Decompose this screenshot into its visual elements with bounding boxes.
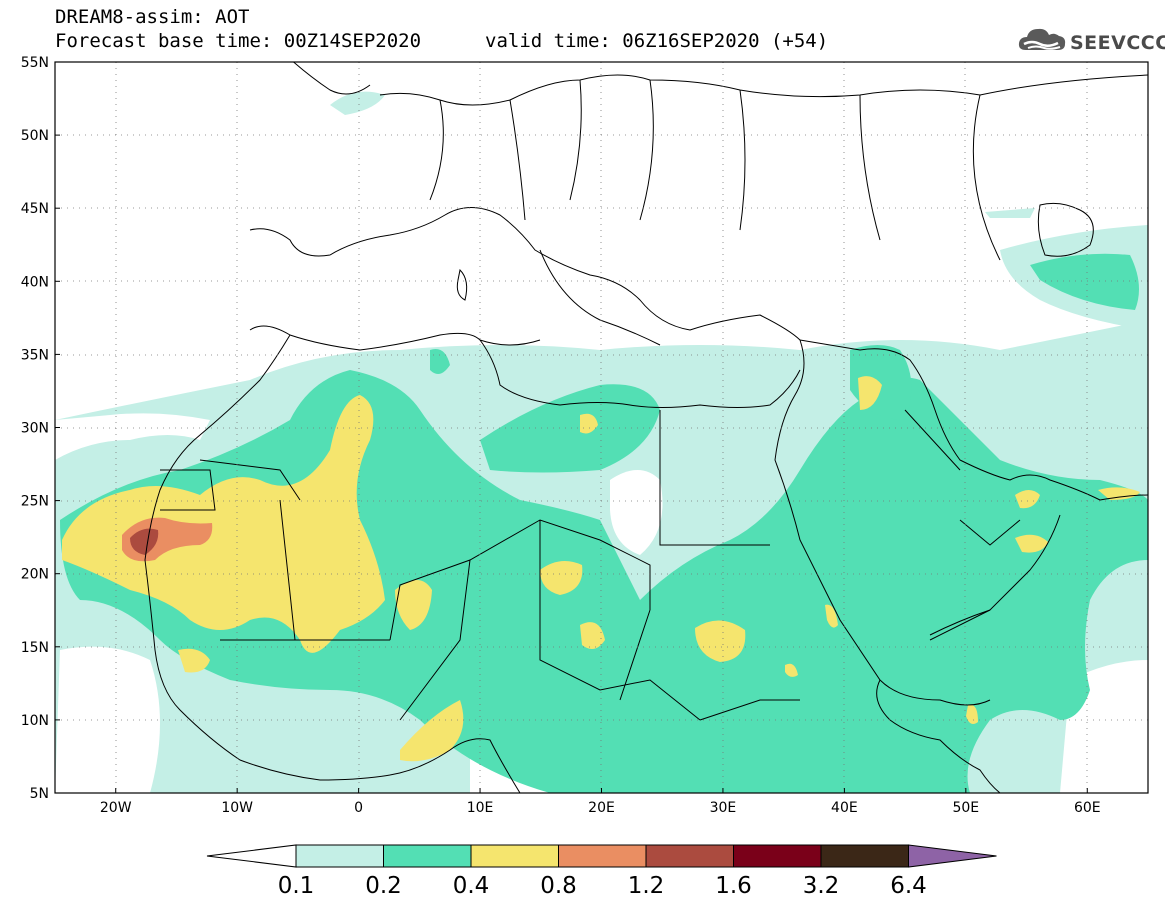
lat-tick-label: 30N — [21, 421, 49, 437]
colorbar-box — [733, 844, 822, 868]
coastlines-borders — [144, 62, 1148, 793]
lat-tick-label: 25N — [21, 494, 49, 510]
lat-tick-label: 50N — [21, 128, 49, 144]
colorbar-label: 3.2 — [803, 873, 840, 899]
lat-tick-label: 55N — [21, 55, 49, 71]
seevccc-logo: SEEVCCC — [1018, 24, 1165, 58]
cloud-icon — [1018, 28, 1066, 50]
colorbar-box — [820, 844, 909, 868]
colorbar-label: 1.2 — [628, 873, 665, 899]
map-title: DREAM8-assim: AOT — [55, 6, 250, 28]
forecast-base-time: Forecast base time: 00Z14SEP2020 — [55, 30, 422, 52]
colorbar-label: 1.6 — [715, 873, 752, 899]
latitude-ticks: 5N 10N 15N 20N 25N 30N 35N 40N 45N 50N 55N — [21, 55, 60, 802]
colorbar-label: 6.4 — [890, 873, 927, 899]
lon-tick-label: 60E — [1074, 800, 1101, 816]
colorbar-label: 0.2 — [365, 873, 402, 899]
lat-tick-label: 45N — [21, 201, 49, 217]
aot-band-1.2 — [130, 528, 159, 555]
colorbar-box — [295, 844, 384, 868]
colorbar-box — [645, 844, 734, 868]
lat-tick-label: 5N — [30, 786, 49, 802]
colorbar-box — [383, 844, 472, 868]
colorbar-box — [558, 844, 647, 868]
valid-time: valid time: 06Z16SEP2020 (+54) — [485, 30, 829, 52]
lon-tick-label: 10E — [467, 800, 494, 816]
longitude-ticks: 20W 10W 0 10E 20E 30E 40E 50E 60E — [100, 788, 1101, 816]
lon-tick-label: 10W — [221, 800, 253, 816]
lat-tick-label: 35N — [21, 347, 49, 363]
lat-tick-label: 40N — [21, 274, 49, 290]
lon-tick-label: 50E — [952, 800, 979, 816]
gridlines — [55, 62, 1148, 793]
lon-tick-label: 0 — [354, 800, 363, 816]
lat-tick-label: 20N — [21, 567, 49, 583]
colorbar: 0.1 0.2 0.4 0.8 1.2 1.6 3.2 6.4 — [206, 844, 997, 899]
lon-tick-label: 40E — [831, 800, 858, 816]
aot-band-0.4 — [62, 376, 1140, 762]
colorbar-box — [470, 844, 559, 868]
colorbar-under-arrow — [206, 844, 297, 868]
lat-tick-label: 10N — [21, 713, 49, 729]
aot-fields — [55, 91, 1148, 793]
lon-tick-label: 30E — [710, 800, 737, 816]
lon-tick-label: 20E — [588, 800, 615, 816]
colorbar-label: 0.8 — [540, 873, 577, 899]
logo-text: SEEVCCC — [1070, 32, 1165, 54]
lat-tick-label: 15N — [21, 640, 49, 656]
colorbar-label: 0.4 — [453, 873, 490, 899]
colorbar-label: 0.1 — [278, 873, 315, 899]
colorbar-over-arrow — [908, 844, 997, 868]
lon-tick-label: 20W — [100, 800, 132, 816]
